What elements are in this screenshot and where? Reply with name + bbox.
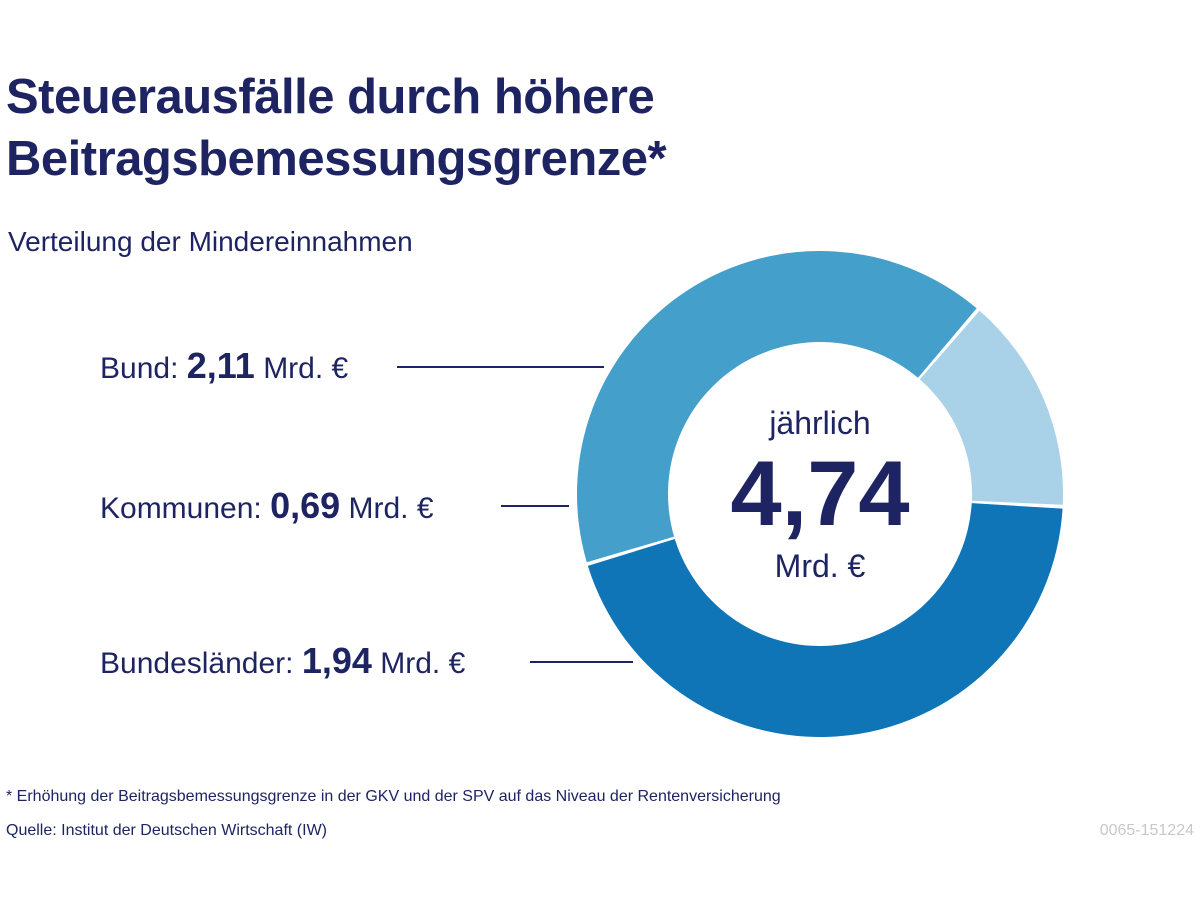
label-kommunen-name: Kommunen: — [100, 492, 262, 525]
footnote: * Erhöhung der Beitragsbemessungsgrenze … — [6, 788, 781, 805]
label-bundeslaender-name: Bundesländer: — [100, 647, 294, 680]
leader-line-kommunen — [501, 505, 569, 507]
label-kommunen-unit: Mrd. € — [348, 492, 434, 525]
leader-line-bund — [397, 366, 604, 368]
center-total-value: 4,74 — [730, 443, 909, 545]
label-bundeslaender: Bundesländer: 1,94 Mrd. € — [100, 640, 465, 682]
label-kommunen: Kommunen: 0,69 Mrd. € — [100, 485, 434, 527]
donut-slice-kommunen — [919, 310, 1063, 505]
center-total-unit: Mrd. € — [775, 548, 866, 584]
donut-slice-bundeslaender — [577, 250, 977, 563]
source-note: Quelle: Institut der Deutschen Wirtschaf… — [6, 822, 327, 839]
label-kommunen-value: 0,69 — [270, 485, 341, 526]
label-bund-value: 2,11 — [186, 345, 255, 386]
chart-subtitle: Verteilung der Mindereinnahmen — [8, 226, 413, 257]
chart-title-line-1: Steuerausfälle durch höhere — [6, 70, 655, 124]
donut-slice-bund — [587, 503, 1063, 737]
chart-title: Steuerausfälle durch höhere Beitragsbeme… — [6, 66, 667, 190]
label-bund-unit: Mrd. € — [263, 352, 349, 385]
graphic-code: 0065-151224 — [1099, 822, 1194, 839]
center-total-prefix: jährlich — [768, 405, 870, 441]
label-bundeslaender-unit: Mrd. € — [380, 647, 466, 680]
label-bund-name: Bund: — [100, 352, 179, 385]
label-bundeslaender-value: 1,94 — [301, 640, 372, 681]
label-bund: Bund: 2,11 Mrd. € — [100, 345, 348, 387]
leader-line-bundeslaender — [530, 661, 633, 663]
chart-title-line-2: Beitragsbemessungsgrenze* — [6, 132, 667, 186]
